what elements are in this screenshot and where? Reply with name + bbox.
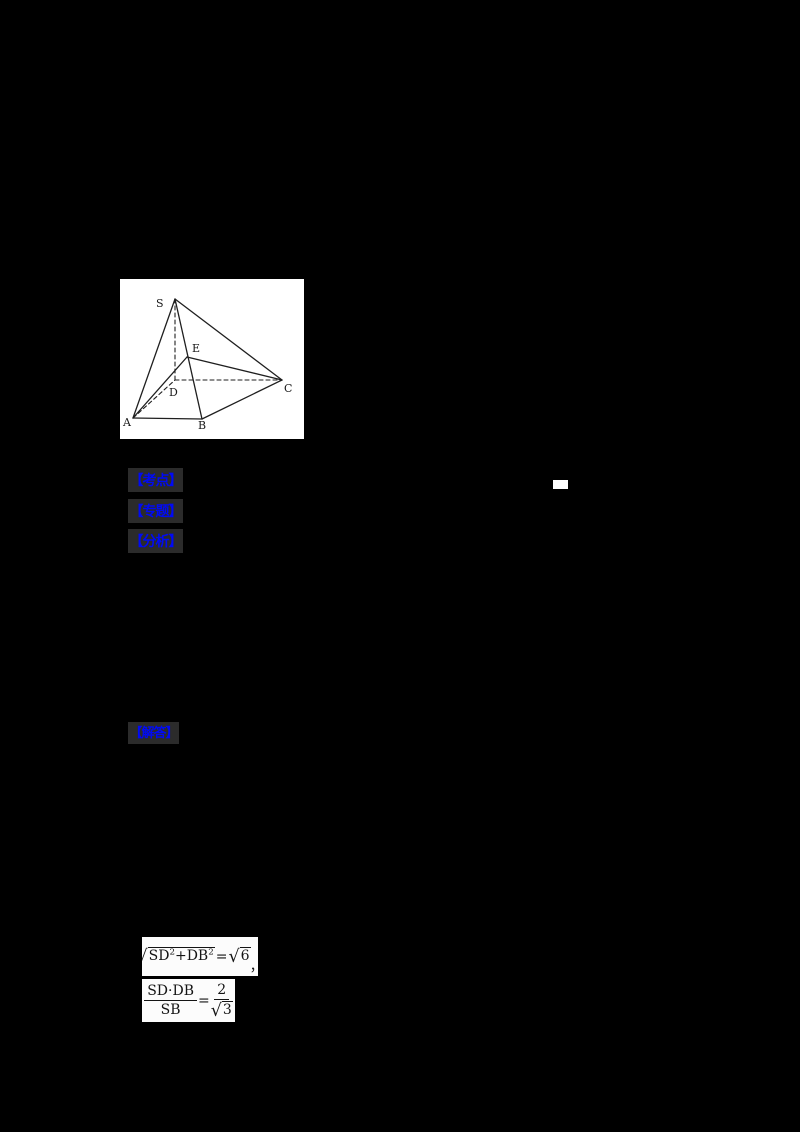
equals-sign: = bbox=[215, 948, 228, 965]
edge-AD bbox=[132, 379, 176, 419]
edge-BC bbox=[201, 379, 283, 420]
fraction-numerator: 2 bbox=[214, 982, 230, 1000]
vertex-label-C: C bbox=[284, 382, 292, 395]
section-label-key-points: 【考点】 bbox=[128, 468, 183, 492]
fraction-denominator: SB bbox=[160, 1002, 181, 1018]
section-label-solution: 【解答】 bbox=[128, 722, 179, 744]
vertex-label-E: E bbox=[192, 342, 200, 355]
fraction: SD·DB SB bbox=[144, 983, 197, 1018]
radical-expression: √ 6 bbox=[228, 947, 251, 968]
exponent: 2 bbox=[208, 947, 214, 958]
edge-EC bbox=[186, 356, 283, 381]
radical-sign: √ bbox=[228, 947, 240, 968]
edge-AB bbox=[132, 417, 203, 420]
edge-SA bbox=[132, 298, 176, 419]
formula-term: +DB bbox=[174, 948, 209, 965]
tetrahedron-diagram: S E C D A B bbox=[122, 297, 292, 432]
formula-term: SD bbox=[148, 948, 170, 965]
formula-distance-ratio: SD·DB SB = 2 √ 3 bbox=[142, 979, 235, 1022]
radical-expression: √ SD2+DB2 bbox=[142, 947, 215, 966]
vertex-label-D: D bbox=[169, 386, 178, 399]
formula-term: 6 bbox=[239, 947, 251, 965]
section-label-topic: 【专题】 bbox=[128, 499, 183, 523]
fraction-denominator: √ 3 bbox=[210, 1000, 233, 1021]
vertex-label-A: A bbox=[122, 416, 132, 429]
highlighted-blank-dash bbox=[553, 480, 568, 489]
radical-sign: √ bbox=[142, 947, 148, 968]
vertex-label-B: B bbox=[198, 419, 206, 432]
section-label-analysis: 【分析】 bbox=[128, 529, 183, 553]
edge-AE bbox=[132, 356, 188, 419]
vertex-label-S: S bbox=[156, 297, 164, 310]
fraction-numerator: SD·DB bbox=[144, 983, 197, 1001]
exponent: 2 bbox=[169, 947, 175, 958]
edge-SB bbox=[174, 298, 203, 420]
formula-term: 3 bbox=[221, 1000, 233, 1018]
equals-sign: = bbox=[197, 992, 210, 1009]
geometry-figure: S E C D A B bbox=[120, 279, 304, 439]
edge-SC bbox=[174, 298, 283, 381]
radical-sign: √ bbox=[210, 1000, 222, 1021]
fraction: 2 √ 3 bbox=[210, 982, 233, 1021]
formula-sb-length: √SD2+DB2 = √6 ， bbox=[142, 937, 258, 976]
comma: ， bbox=[250, 956, 258, 976]
